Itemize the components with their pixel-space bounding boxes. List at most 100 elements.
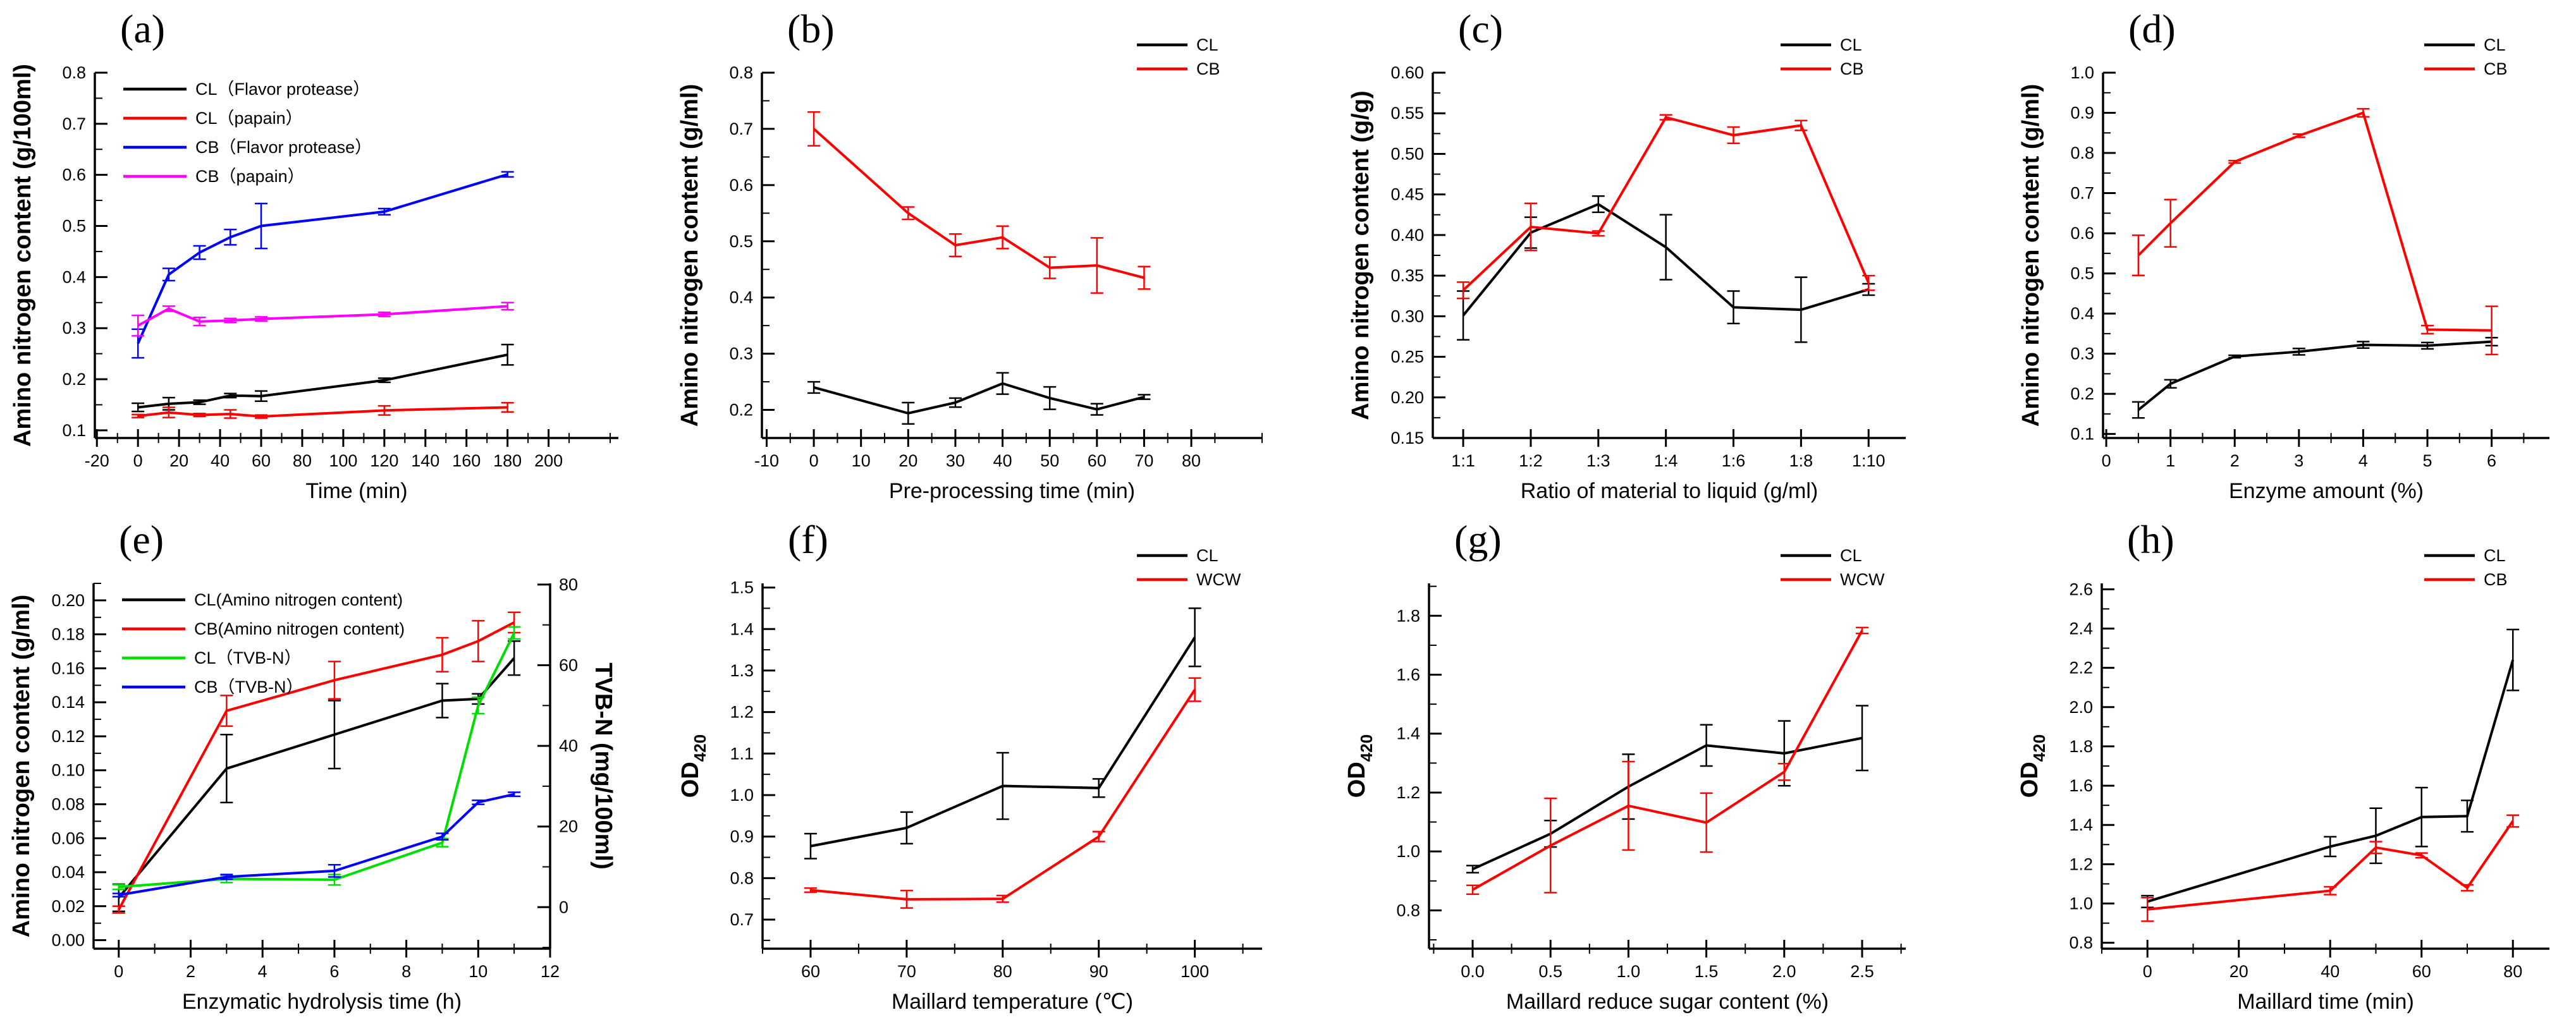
x-tick-label: 80 — [1182, 451, 1201, 470]
y-axis-label: Amino nitrogen content (g/g) — [1347, 90, 1374, 420]
series-line — [118, 657, 515, 899]
panel-label-g: (g) — [1454, 517, 1502, 562]
y-tick-label: 0.04 — [51, 863, 85, 882]
legend-label: CB（Flavor protease） — [195, 138, 372, 157]
y-tick-label: 0.50 — [1390, 144, 1424, 163]
x-tick-label: 0.5 — [1538, 962, 1562, 981]
series-line — [118, 793, 515, 897]
y-tick-label: 1.8 — [1396, 606, 1420, 625]
legend-label: CL — [1840, 35, 1862, 54]
y-tick-label: 0.8 — [2069, 934, 2093, 952]
x-tick-label: 12 — [541, 962, 560, 981]
y-tick-label: 0.5 — [729, 232, 753, 251]
y-tick-label: 1.2 — [2069, 855, 2093, 873]
x-tick-labels: 0 20 40 60 80 — [2143, 962, 2522, 981]
series-1 — [807, 111, 1151, 294]
y-tick-label: 0.2 — [729, 401, 753, 420]
y-ticks — [1433, 71, 1445, 439]
x-tick-label: 2 — [2230, 451, 2240, 470]
panel-f: (f) 60 70 80 90 100 0.7 0.8 0.9 1.0 1.1 1.2 1.3 1.4 1… — [644, 511, 1287, 1022]
legend: CL CB — [1137, 35, 1220, 78]
series-0 — [132, 343, 514, 413]
panel-b: (b) -10 0 10 20 30 40 50 60 70 80 0.2 0.3 0.4 0.5 0.6 0… — [644, 0, 1287, 511]
x-tick-label: 180 — [493, 451, 522, 470]
y-tick-label: 0.3 — [62, 319, 86, 338]
x-tick-label: 200 — [534, 451, 563, 470]
series-line — [137, 406, 508, 418]
x-tick-label: 50 — [1040, 451, 1059, 470]
axes — [761, 73, 1262, 439]
x-tick-label: 1:2 — [1519, 451, 1543, 470]
x-ticks — [762, 940, 1244, 958]
y-tick-label: 0.7 — [2070, 184, 2094, 203]
chart-canvas-c: 1:1 1:2 1:3 1:4 1:6 1:8 1:100.150.200.250.300.… — [1347, 35, 1906, 503]
series-0 — [2131, 336, 2498, 419]
legend-label: CB — [1196, 59, 1220, 78]
x-tick-label: 10 — [852, 451, 871, 470]
series-line — [813, 382, 1144, 415]
y-tick-label: 0.20 — [1390, 388, 1424, 407]
y-tick-labels: 0.1 0.2 0.3 0.4 0.5 0.6 0.7 0.8 0.9 1.0 — [2070, 63, 2094, 444]
y-tick-labels: 0.00 0.02 0.04 0.06 0.08 0.10 0.12 0.14 0.16 0.18… — [51, 591, 85, 950]
y-tick-label: 1.2 — [730, 703, 754, 722]
x-tick-label: 2.0 — [1772, 962, 1796, 981]
x-tick-labels: -10 0 10 20 30 40 50 60 70 80 — [754, 451, 1201, 470]
y-tick-label: 0.14 — [51, 693, 85, 712]
right-y-tick-label: 0 — [559, 897, 568, 916]
right-y-tick-label: 20 — [559, 817, 578, 836]
panel-d: (d) 0 1 2 3 4 5 6 0.1 0.2 0.3 0.4 0.5 0.6 0.7 0.8 0.9 1.… — [1931, 0, 2576, 511]
y-tick-label: 0.2 — [2070, 384, 2094, 403]
x-tick-label: 1:10 — [1852, 451, 1886, 470]
y-tick-label: 0.25 — [1390, 348, 1424, 367]
y-tick-label: 1.6 — [1396, 666, 1420, 684]
series-line — [137, 305, 508, 327]
x-tick-label: 0 — [2102, 451, 2111, 470]
y-ticks — [95, 71, 107, 432]
legend-label: CB（TVB-N） — [194, 678, 304, 697]
x-tick-label: 1.5 — [1695, 962, 1719, 981]
series-3 — [112, 791, 521, 897]
x-tick-label: -20 — [85, 451, 109, 470]
x-tick-label: 100 — [329, 451, 357, 470]
panel-label-e: (e) — [119, 517, 164, 562]
x-ticks — [118, 940, 551, 958]
x-tick-label: 6 — [329, 962, 339, 981]
series-0 — [807, 372, 1151, 425]
series-1 — [132, 401, 514, 419]
legend: CL WCW — [1137, 546, 1241, 589]
y-tick-label: 0.9 — [730, 827, 754, 846]
y-tick-label: 0.9 — [2070, 104, 2094, 123]
chart-canvas-b: -10 0 10 20 30 40 50 60 70 800.20.30.40.50.60.70.… — [677, 35, 1263, 503]
x-tick-labels: 0.0 0.5 1.0 1.5 2.0 2.5 — [1461, 962, 1874, 981]
y-ticks — [2102, 588, 2114, 944]
panel-label-a: (a) — [120, 6, 166, 51]
x-ticks — [2101, 940, 2514, 958]
y-tick-label: 1.5 — [730, 578, 754, 597]
axes — [1432, 73, 1906, 439]
legend-label: CL — [2484, 35, 2506, 54]
series-1 — [804, 677, 1201, 909]
x-tick-label: 160 — [452, 451, 481, 470]
legend: CL CB — [2424, 35, 2508, 78]
y-ticks — [2103, 71, 2116, 435]
axes — [94, 73, 618, 439]
series-0 — [804, 607, 1201, 860]
x-axis-label: Maillard temperature (℃) — [892, 990, 1133, 1014]
legend-label: CL — [1840, 546, 1862, 565]
y-tick-label: 0.5 — [62, 217, 86, 236]
x-tick-label: 60 — [1088, 451, 1107, 470]
x-tick-label: 20 — [899, 451, 917, 470]
y-tick-label: 1.0 — [730, 786, 754, 805]
right-y-tick-label: 80 — [559, 575, 578, 594]
x-tick-label: 8 — [402, 962, 411, 981]
panel-g: (g) 0.0 0.5 1.0 1.5 2.0 2.5 0.8 1.0 1.2 1.4 1.6 1.8… — [1287, 511, 1931, 1022]
x-ticks — [1433, 940, 1902, 958]
series-line — [1472, 630, 1863, 891]
x-tick-labels: 1:1 1:2 1:3 1:4 1:6 1:8 1:10 — [1451, 451, 1885, 470]
y-tick-label: 1.3 — [730, 661, 754, 680]
series-1 — [1466, 626, 1869, 896]
y-ticks — [1429, 585, 1442, 941]
chart-canvas-d: 0 1 2 3 4 5 6 0.1 0.2 0.3 0.4 0.5 0.6 0.7 0.8 0.9 1.0 Enz… — [2018, 35, 2549, 503]
y-tick-label: 0.02 — [51, 897, 85, 916]
